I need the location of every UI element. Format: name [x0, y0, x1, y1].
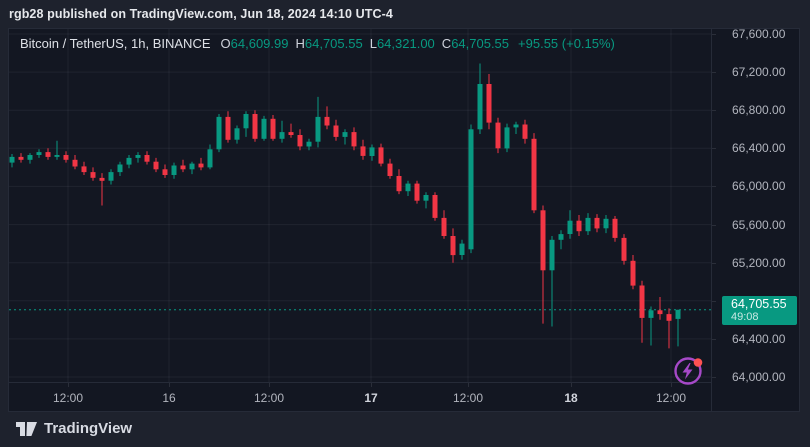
price-scale-tick	[712, 224, 716, 226]
price-scale-label: 64,000.00	[732, 369, 786, 384]
time-scale-label: 12:00	[655, 391, 687, 405]
price-scale-label: 65,200.00	[732, 255, 786, 270]
time-scale-tick	[269, 383, 270, 387]
tradingview-logo-text: TradingView	[44, 420, 133, 437]
price-scale-tick	[712, 110, 716, 112]
current-price-value: 64,705.55	[731, 296, 787, 311]
price-scale-tick	[712, 300, 716, 302]
chart-legend: Bitcoin / TetherUS, 1h, BINANCE O64,609.…	[20, 36, 615, 51]
notification-dot	[693, 358, 703, 367]
price-scale-tick	[712, 72, 716, 74]
grid-lines	[9, 29, 711, 382]
ohlc-open: O64,609.99	[220, 36, 289, 51]
ohlc-low: L64,321.00	[369, 36, 435, 51]
time-scale-tick	[68, 383, 69, 387]
price-scale-label: 67,200.00	[732, 65, 786, 80]
price-scale-tick	[712, 34, 716, 35]
attribution-bar: rgb28 published on TradingView.com, Jun …	[0, 0, 810, 28]
candles	[9, 63, 681, 349]
candlestick-pane[interactable]	[9, 29, 711, 382]
price-scale[interactable]: 64,705.55 49:08 67,600.00 67,200.00 66,800…	[711, 27, 799, 411]
time-scale-label: 17	[364, 391, 378, 405]
price-scale-label: 67,600.00	[732, 27, 786, 41]
current-price-badge: 64,705.55 49:08	[722, 295, 797, 325]
time-scale-tick	[571, 383, 572, 387]
time-scale-label: 16	[162, 391, 176, 405]
time-scale-tick	[169, 383, 170, 387]
change-value: +95.55 (+0.15%)	[518, 36, 615, 51]
time-scale-tick	[671, 383, 672, 387]
attribution-text: rgb28 published on TradingView.com, Jun …	[9, 7, 393, 21]
time-scale[interactable]: 12:00 16 12:00 17 12:00 18 12:00	[9, 382, 711, 411]
time-scale-label: 12:00	[452, 391, 484, 405]
lightning-icon	[674, 357, 703, 385]
price-scale-tick	[712, 148, 716, 150]
price-scale-tick	[712, 338, 716, 340]
time-scale-tick	[468, 383, 469, 387]
ohlc-high: H64,705.55	[295, 36, 363, 51]
ohlc-close: C64,705.55	[441, 36, 510, 51]
tradingview-logo-icon	[16, 421, 37, 436]
time-scale-tick	[371, 383, 372, 387]
time-scale-label: 12:00	[52, 391, 84, 405]
time-scale-label: 18	[564, 391, 578, 405]
candlestick-chart[interactable]	[9, 29, 711, 382]
tradingview-logo[interactable]: TradingView	[16, 420, 132, 437]
price-scale-tick	[712, 186, 716, 188]
price-scale-tick	[712, 376, 716, 378]
price-scale-label: 66,400.00	[732, 141, 786, 156]
price-scale-tick	[712, 262, 716, 264]
symbol-title[interactable]: Bitcoin / TetherUS, 1h, BINANCE	[20, 36, 211, 51]
reaction-button[interactable]	[672, 354, 706, 388]
price-scale-label: 64,400.00	[732, 331, 786, 346]
time-scale-label: 12:00	[253, 391, 285, 405]
price-scale-label: 65,600.00	[732, 217, 786, 232]
chart-widget: Bitcoin / TetherUS, 1h, BINANCE O64,609.…	[8, 27, 800, 412]
price-scale-label: 66,000.00	[732, 179, 786, 194]
price-scale-label: 66,800.00	[732, 103, 786, 118]
bar-countdown: 49:08	[731, 310, 759, 323]
